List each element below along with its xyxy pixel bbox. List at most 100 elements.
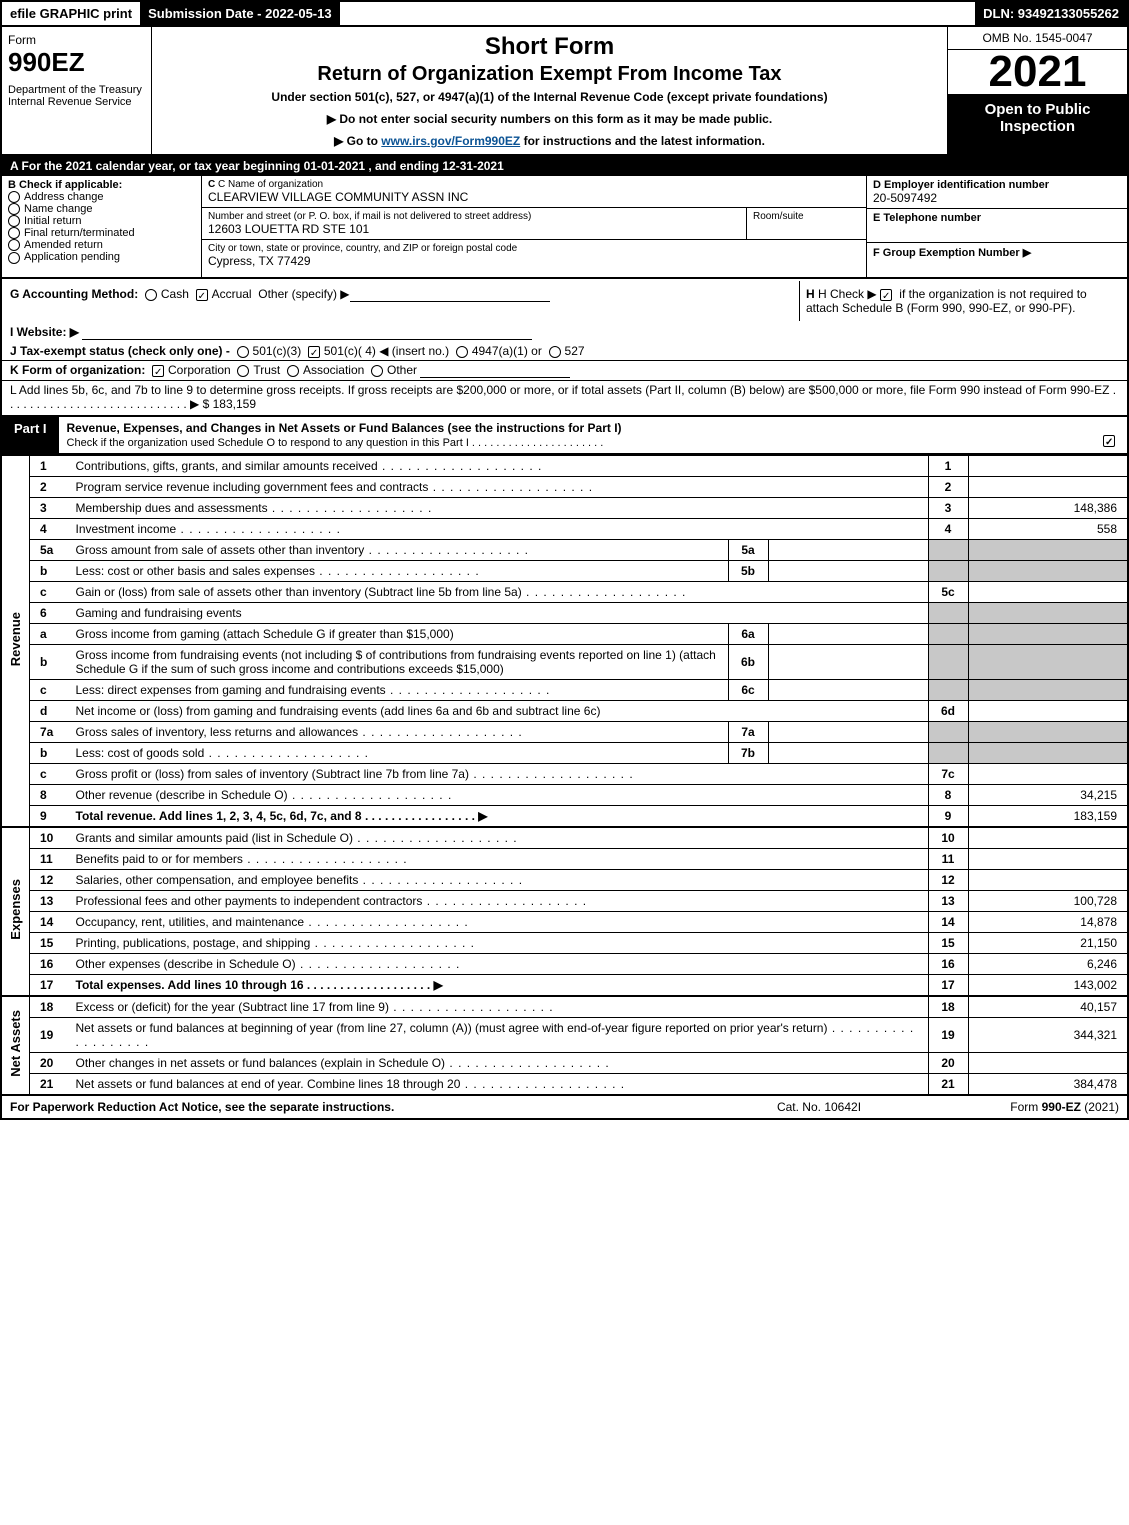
scheduleO-chk[interactable] (1103, 435, 1115, 447)
K-other[interactable] (371, 365, 383, 377)
J-501c[interactable] (308, 346, 320, 358)
G-block: G Accounting Method: Cash Accrual Other … (10, 281, 799, 321)
page-footer: For Paperwork Reduction Act Notice, see … (0, 1096, 1129, 1120)
city-label: City or town, state or province, country… (208, 243, 860, 254)
part1-sub: Check if the organization used Schedule … (67, 437, 604, 449)
row-17: 17 Total expenses. Add lines 10 through … (1, 974, 1128, 996)
D-label: D Employer identification number (873, 179, 1121, 191)
row-6c: c Less: direct expenses from gaming and … (1, 679, 1128, 700)
K-assoc[interactable] (287, 365, 299, 377)
goto-line: ▶ Go to www.irs.gov/Form990EZ for instru… (162, 134, 937, 148)
H-pre: H (806, 287, 815, 301)
B-opt-final[interactable]: Final return/terminated (8, 227, 195, 239)
D-block: D Employer identification number 20-5097… (867, 176, 1127, 209)
G-accrual-chk[interactable] (196, 289, 208, 301)
header-left: Form 990EZ Department of the Treasury In… (2, 27, 152, 154)
row-13: 13 Professional fees and other payments … (1, 890, 1128, 911)
row-19: 19 Net assets or fund balances at beginn… (1, 1017, 1128, 1052)
C-street-row: Number and street (or P. O. box, if mail… (202, 208, 746, 239)
F-block: F Group Exemption Number ▶ (867, 243, 1127, 277)
netassets-side: Net Assets (8, 1010, 23, 1077)
part1-title: Revenue, Expenses, and Changes in Net As… (59, 417, 1127, 453)
row-2: 2 Program service revenue including gove… (1, 476, 1128, 497)
row-4: 4 Investment income 4 558 (1, 518, 1128, 539)
row-6: 6 Gaming and fundraising events (1, 602, 1128, 623)
org-name: CLEARVIEW VILLAGE COMMUNITY ASSN INC (208, 190, 860, 204)
irs-link[interactable]: www.irs.gov/Form990EZ (381, 134, 520, 148)
website-input[interactable] (82, 326, 532, 340)
F-label: F Group Exemption Number ▶ (873, 246, 1121, 259)
G-other-line[interactable] (350, 288, 550, 302)
row-8: 8 Other revenue (describe in Schedule O)… (1, 784, 1128, 805)
header-right: OMB No. 1545-0047 2021 Open to Public In… (947, 27, 1127, 154)
B-opt-amended[interactable]: Amended return (8, 239, 195, 251)
warning-ssn: ▶ Do not enter social security numbers o… (162, 112, 937, 126)
header-mid: Short Form Return of Organization Exempt… (152, 27, 947, 154)
K-label: K Form of organization: (10, 363, 145, 377)
K-row: K Form of organization: Corporation Trus… (0, 360, 1129, 380)
C-city-row: City or town, state or province, country… (202, 240, 866, 271)
H-chk[interactable] (880, 289, 892, 301)
K-other-line[interactable] (420, 364, 570, 378)
row-5b: b Less: cost or other basis and sales ex… (1, 560, 1128, 581)
part1-bar: Part I Revenue, Expenses, and Changes in… (0, 416, 1129, 455)
identity-block: B Check if applicable: Address change Na… (0, 176, 1129, 279)
room-label: Room/suite (753, 211, 860, 222)
ein-value: 20-5097492 (873, 191, 1121, 205)
city-value: Cypress, TX 77429 (208, 254, 860, 268)
G-label: G Accounting Method: (10, 287, 138, 301)
row-3: 3 Membership dues and assessments 3 148,… (1, 497, 1128, 518)
J-row: J Tax-exempt status (check only one) - 5… (0, 342, 1129, 360)
E-block: E Telephone number (867, 209, 1127, 243)
C-label: C C Name of organization (208, 179, 860, 190)
topbar-spacer (340, 2, 976, 25)
I-row: I Website: ▶ (0, 323, 1129, 342)
room-suite: Room/suite (746, 208, 866, 239)
row-7c: c Gross profit or (loss) from sales of i… (1, 763, 1128, 784)
tax-year: 2021 (948, 50, 1127, 95)
row-5c: c Gain or (loss) from sale of assets oth… (1, 581, 1128, 602)
G-cash-chk[interactable] (145, 289, 157, 301)
K-trust[interactable] (237, 365, 249, 377)
J-label: J Tax-exempt status (check only one) - (10, 344, 230, 358)
row-6a: a Gross income from gaming (attach Sched… (1, 623, 1128, 644)
row-11: 11 Benefits paid to or for members 11 (1, 848, 1128, 869)
row-21: 21 Net assets or fund balances at end of… (1, 1073, 1128, 1095)
L-text: L Add lines 5b, 6c, and 7b to line 9 to … (10, 383, 1116, 411)
dln-label: DLN: 93492133055262 (975, 2, 1127, 25)
col-DEF: D Employer identification number 20-5097… (867, 176, 1127, 277)
row-18: Net Assets 18 Excess or (deficit) for th… (1, 996, 1128, 1018)
footer-right: Form 990-EZ (2021) (919, 1100, 1119, 1114)
K-corp[interactable] (152, 365, 164, 377)
department-label: Department of the Treasury Internal Reve… (8, 84, 145, 108)
row-9: 9 Total revenue. Add lines 1, 2, 3, 4, 5… (1, 805, 1128, 827)
efile-label[interactable]: efile GRAPHIC print (2, 2, 140, 25)
col-B: B Check if applicable: Address change Na… (2, 176, 202, 277)
topbar: efile GRAPHIC print Submission Date - 20… (0, 0, 1129, 27)
part1-label: Part I (2, 417, 59, 453)
I-label: I Website: ▶ (10, 325, 79, 339)
street-label: Number and street (or P. O. box, if mail… (208, 211, 740, 222)
form-word: Form (8, 33, 145, 47)
submission-date: Submission Date - 2022-05-13 (140, 2, 340, 25)
B-label: B Check if applicable: (8, 179, 195, 191)
col-C: C C Name of organization CLEARVIEW VILLA… (202, 176, 867, 277)
row-15: 15 Printing, publications, postage, and … (1, 932, 1128, 953)
footer-cat: Cat. No. 10642I (719, 1100, 919, 1114)
B-opt-initial[interactable]: Initial return (8, 215, 195, 227)
goto-post: for instructions and the latest informat… (520, 134, 765, 148)
J-527[interactable] (549, 346, 561, 358)
row-7a: 7a Gross sales of inventory, less return… (1, 721, 1128, 742)
B-opt-pending[interactable]: Application pending (8, 251, 195, 263)
B-opt-name[interactable]: Name change (8, 203, 195, 215)
B-opt-address[interactable]: Address change (8, 191, 195, 203)
J-501c3[interactable] (237, 346, 249, 358)
row-5a: 5a Gross amount from sale of assets othe… (1, 539, 1128, 560)
row-6b: b Gross income from fundraising events (… (1, 644, 1128, 679)
J-4947[interactable] (456, 346, 468, 358)
form-number: 990EZ (8, 47, 145, 78)
form-header: Form 990EZ Department of the Treasury In… (0, 27, 1129, 156)
row-20: 20 Other changes in net assets or fund b… (1, 1052, 1128, 1073)
row-7b: b Less: cost of goods sold 7b (1, 742, 1128, 763)
L-row: L Add lines 5b, 6c, and 7b to line 9 to … (0, 380, 1129, 416)
